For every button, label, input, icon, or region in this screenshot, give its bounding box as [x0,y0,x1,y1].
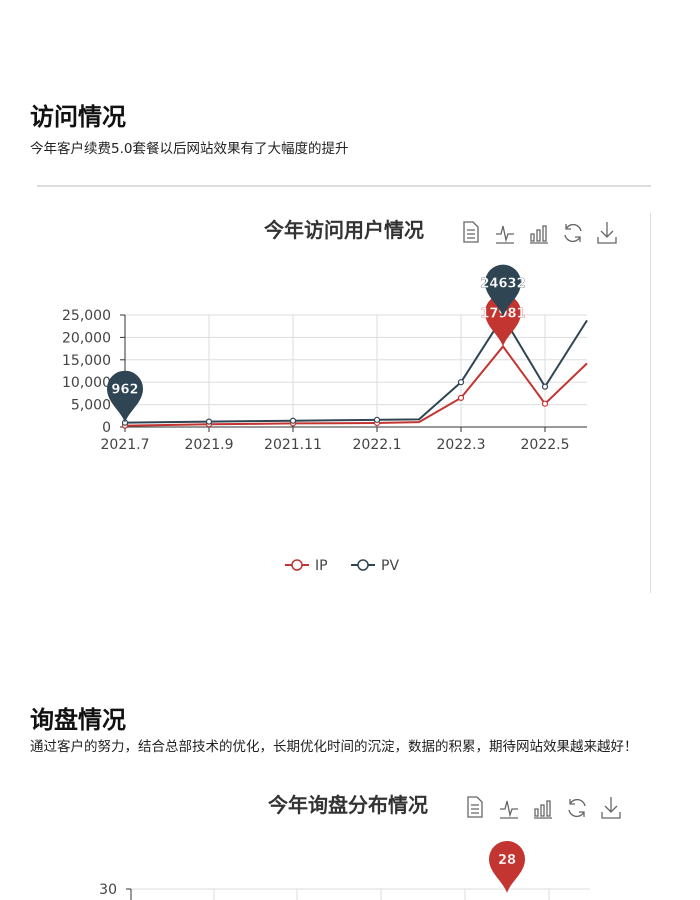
icon-path [530,225,548,244]
pin-label: 24632 [480,277,525,292]
x-tick-label: 2022.1 [353,437,402,453]
legend-marker [357,559,369,571]
y-tick-label: 25,000 [62,308,111,324]
section-desc-inquiries: 通过客户的努力，结合总部技术的优化，长期优化时间的沉淀，数据的积累，期待网站效果… [30,739,638,755]
icon-path [534,800,552,819]
x-tick-label: 2021.7 [101,437,150,453]
y-tick-label: 20,000 [62,330,111,346]
pin-label: 28 [498,853,516,868]
line-chart-icon[interactable] [496,225,514,244]
x-tick-label: 2022.3 [437,437,486,453]
pin-label: 962 [111,383,138,398]
pin-shape [107,370,143,423]
legend-item-IP[interactable]: IP [285,558,328,574]
x-tick-label: 2021.11 [264,437,322,453]
section-desc-visits: 今年客户续费5.0套餐以后网站效果有了大幅度的提升 [30,141,349,157]
section-heading-visits: 访问情况 [30,103,126,131]
restore-icon[interactable] [564,223,582,243]
divider [37,185,651,187]
data-point-PV [205,418,213,425]
data-point-PV [289,417,297,424]
legend-label: IP [315,558,328,574]
data-view-icon[interactable] [467,796,483,818]
icon-path [496,225,514,244]
download-icon[interactable] [601,797,621,819]
y-tick-label: 0 [102,420,111,436]
y-tick-label: 30 [99,882,117,898]
pin-shape [485,294,521,347]
x-tick-label: 2021.9 [185,437,234,453]
download-icon[interactable] [597,222,617,244]
icon-path [467,796,483,818]
mark-point-PV: 24632 [480,264,526,317]
bar-chart-icon[interactable] [530,225,548,244]
data-view-icon[interactable] [463,221,479,243]
y-tick-label: 15,000 [62,353,111,369]
chart-title: 今年访问用户情况 [264,218,424,242]
y-tick-label: 10,000 [62,375,111,391]
mark-point-PV: 962 [107,370,143,423]
chart-title: 今年询盘分布情况 [268,793,428,817]
divider [650,213,651,593]
x-tick-label: 2022.5 [521,437,570,453]
icon-path [463,221,479,243]
legend-item-PV[interactable]: PV [351,558,399,574]
section-heading-inquiries: 询盘情况 [30,706,126,734]
pin-shape [489,841,525,893]
data-point-PV [541,383,549,390]
icon-path [601,797,621,819]
data-point-PV [373,416,381,423]
data-point-IP [541,400,549,407]
icon-path [564,223,582,243]
pin-shape [485,264,521,317]
data-point-IP [457,394,465,401]
legend-label: PV [381,558,399,574]
icon-path [597,222,617,244]
series-line-IP [124,344,588,427]
line-chart-icon[interactable] [500,800,518,819]
bar-chart-icon[interactable] [534,800,552,819]
legend-marker [291,559,303,571]
series-line-PV [124,314,588,424]
icon-path [568,798,586,818]
icon-path [500,800,518,819]
y-tick-label: 5,000 [71,398,111,414]
restore-icon[interactable] [568,798,586,818]
data-point-PV [457,379,465,386]
mark-point: 28 [489,841,525,893]
